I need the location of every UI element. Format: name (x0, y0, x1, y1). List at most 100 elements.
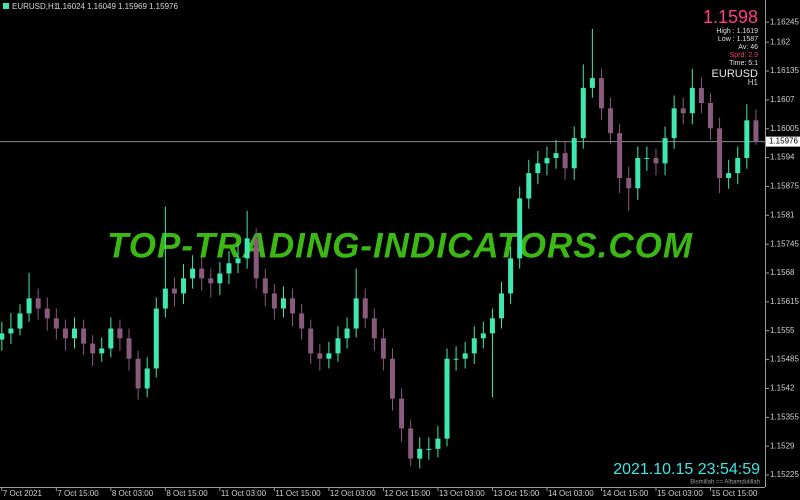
y-tick-label: 1.15355 (770, 412, 799, 421)
x-tick-label: 14 Oct 15:00 (602, 489, 648, 498)
candle-body (335, 338, 341, 354)
x-tick-label: 11 Oct 03:00 (221, 489, 267, 498)
y-tick-label: 1.1607 (770, 95, 795, 104)
candle-body (598, 78, 604, 109)
timestamp: 2021.10.15 23:54:59 (613, 461, 760, 478)
info-symbol: EURUSD (712, 68, 759, 80)
info-line: Time: 5:1 (729, 60, 758, 67)
y-tick-label: 1.1581 (770, 210, 795, 219)
y-tick-label: 1.1555 (770, 326, 795, 335)
candle-body (707, 102, 713, 129)
candle-body (608, 108, 614, 134)
y-tick-label: 1.15875 (770, 182, 799, 191)
candle-body (144, 368, 150, 389)
candle-body (644, 158, 650, 160)
candle-body (290, 298, 296, 314)
candle-body (753, 120, 759, 142)
candle-body (662, 138, 668, 164)
y-tick-label: 1.16135 (770, 66, 799, 75)
header: EURUSD,H1 1.16024 1.16049 1.15969 1.1597… (3, 2, 178, 11)
candle-body (90, 343, 96, 354)
candle-body (626, 178, 632, 189)
candle-body (171, 288, 177, 294)
candle-body (308, 328, 314, 354)
symbol-title: EURUSD,H1 (12, 2, 59, 11)
candle-body (99, 348, 105, 354)
header-close: 1.15976 (149, 2, 178, 11)
candle-body (253, 238, 259, 279)
x-tick-label: 8 Oct 15:00 (166, 489, 208, 498)
candle-body (62, 328, 68, 339)
header-high: 1.16049 (87, 2, 116, 11)
candle-body (744, 120, 750, 159)
info-price: 1.1598 (703, 7, 758, 27)
x-tick-label: 14 Oct 03:00 (548, 489, 594, 498)
y-tick-label: 1.15485 (770, 355, 799, 364)
candle-body (389, 358, 395, 399)
candle-body (235, 258, 241, 264)
candle-body (544, 158, 550, 164)
candle-body (380, 338, 386, 359)
x-tick-label: 12 Oct 03:00 (330, 489, 376, 498)
candle-body (108, 328, 114, 349)
candle-body (689, 87, 695, 114)
candle-body (190, 268, 196, 279)
header-open: 1.16024 (56, 2, 85, 11)
candle-body (208, 278, 214, 284)
candle-body (362, 298, 368, 319)
x-tick-label: 13 Oct 15:00 (493, 489, 539, 498)
candle-body (480, 333, 486, 339)
candle-body (126, 338, 132, 359)
current-price-box (766, 136, 800, 147)
x-tick-label: 7 Oct 15:00 (57, 489, 99, 498)
candle-body (526, 173, 532, 199)
candle-body (199, 268, 205, 279)
candle-body (489, 318, 495, 334)
candle-body (399, 398, 405, 429)
y-tick-label: 1.15225 (770, 470, 799, 479)
x-tick-label: 11 Oct 15:00 (275, 489, 321, 498)
candle-body (35, 298, 41, 309)
candle-body (680, 108, 686, 114)
x-tick-label: 8 Oct 03:00 (112, 489, 154, 498)
candle-body (326, 353, 332, 359)
candle-body (8, 328, 14, 334)
candle-body (553, 153, 559, 159)
candle-body (181, 278, 187, 294)
candle-body (26, 298, 32, 314)
candle-body (117, 328, 123, 339)
info-line: Av: 46 (738, 44, 758, 51)
candle-body (471, 338, 477, 354)
x-tick-label: 15 Oct 15:00 (711, 489, 757, 498)
candle-body (226, 263, 232, 274)
info-timeframe: H1 (748, 78, 759, 87)
candle-body (717, 128, 723, 179)
candle-body (371, 318, 377, 339)
y-tick-label: 1.162 (770, 37, 791, 46)
candle-body (653, 158, 659, 164)
info-line: Low : 1.1587 (718, 36, 758, 43)
candle-body (81, 328, 87, 344)
candle-body (44, 308, 50, 319)
x-tick-label: 15 Oct 03:00 (657, 489, 703, 498)
candle-body (453, 358, 459, 360)
candle-body (135, 358, 141, 389)
candle-body (726, 173, 732, 179)
header-low: 1.15969 (118, 2, 147, 11)
candle-body (444, 358, 450, 439)
candle-body (589, 78, 595, 88)
candle-body (162, 288, 168, 309)
candle-body (571, 138, 577, 169)
candle-body (426, 448, 432, 450)
x-tick-label: 7 Oct 2021 (3, 489, 43, 498)
candle-body (635, 158, 641, 189)
candle-body (17, 313, 23, 329)
candle-body (217, 273, 223, 284)
candle-body (535, 163, 541, 174)
x-tick-label: 12 Oct 15:00 (384, 489, 430, 498)
candle-body (698, 87, 704, 103)
candle-body (499, 293, 505, 319)
y-tick-label: 1.15615 (770, 297, 799, 306)
candle-body (435, 438, 441, 449)
